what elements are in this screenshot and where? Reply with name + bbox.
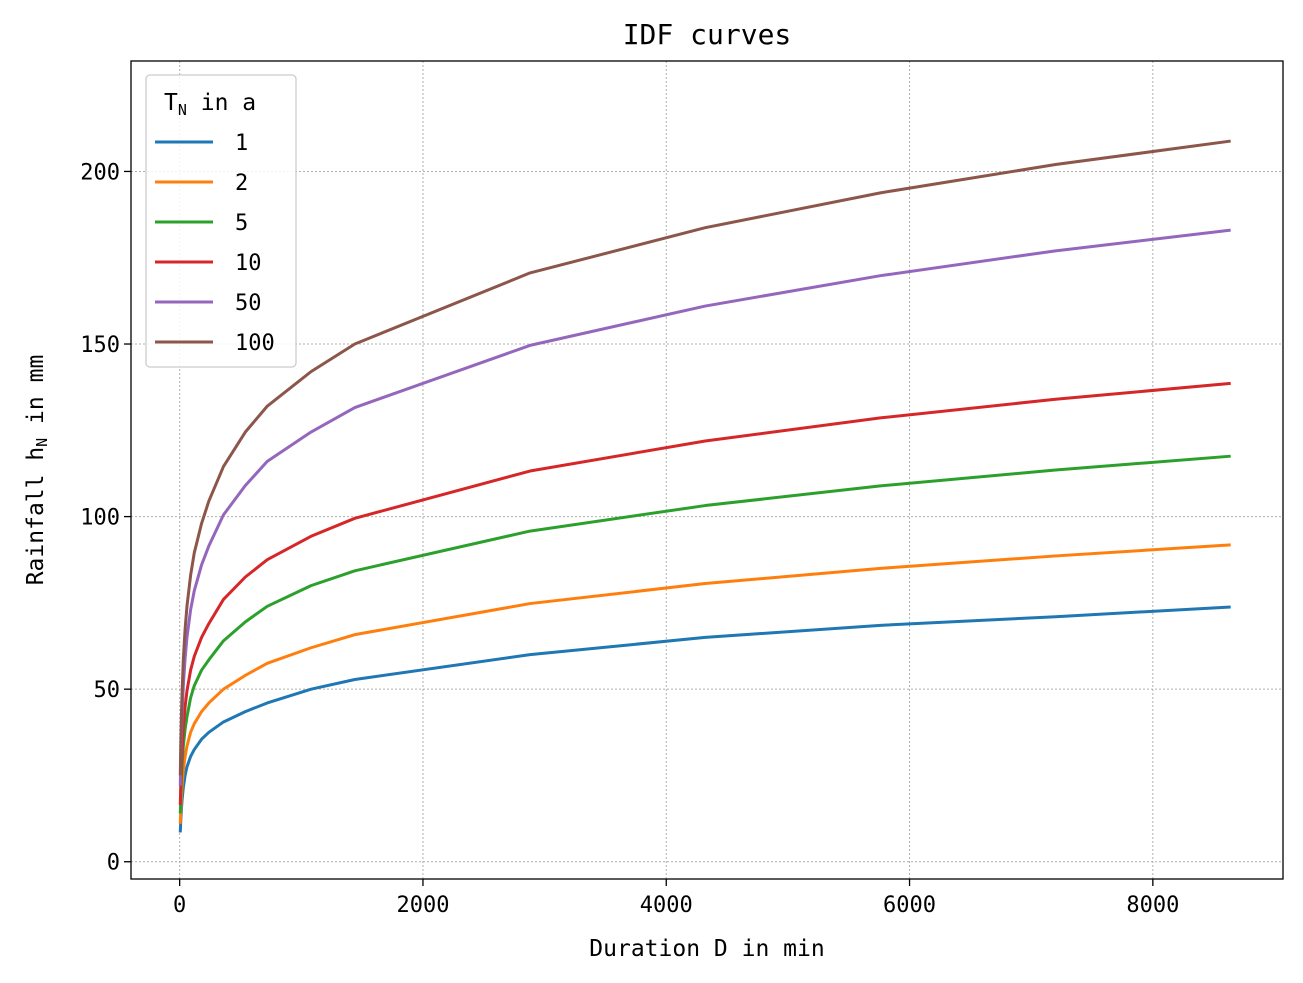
- legend-label-1: 1: [235, 131, 248, 156]
- legend-items: 1 2 5 10 50 100: [155, 131, 275, 356]
- legend: TN in a 1 2 5 10 50 100: [145, 74, 297, 368]
- y-axis-label-main: Rainfall h: [23, 447, 49, 585]
- chart-title: IDF curves: [623, 18, 792, 51]
- x-axis-label: Duration D in min: [589, 936, 824, 962]
- legend-title: TN in a: [164, 90, 256, 119]
- x-tick-label: 6000: [883, 893, 936, 918]
- legend-label-2: 2: [235, 171, 248, 196]
- axis-ticks: 0 2000 4000 6000 8000 0 50 100 150 200: [80, 160, 1179, 918]
- legend-title-rest: in a: [187, 90, 256, 116]
- y-tick-label: 200: [80, 160, 120, 185]
- legend-box: [145, 74, 297, 368]
- legend-label-10: 10: [235, 251, 262, 276]
- x-tick-label: 2000: [396, 893, 449, 918]
- legend-title-sub: N: [178, 101, 187, 119]
- series-line-100: [178, 139, 1231, 776]
- y-tick-label: 150: [80, 333, 120, 358]
- y-tick-label: 0: [107, 851, 120, 876]
- y-axis-label-sub: N: [33, 438, 51, 447]
- legend-label-5: 5: [235, 211, 248, 236]
- series-lines: [178, 139, 1231, 833]
- grid: [131, 61, 1283, 879]
- y-tick-label: 100: [80, 506, 120, 531]
- y-tick-label: 50: [94, 678, 121, 703]
- legend-label-100: 100: [235, 331, 275, 356]
- y-axis-label-unit: in mm: [23, 355, 49, 438]
- x-tick-label: 4000: [640, 893, 693, 918]
- y-axis-label: Rainfall hN in mm: [23, 355, 51, 586]
- legend-label-50: 50: [235, 291, 262, 316]
- x-tick-label: 8000: [1126, 893, 1179, 918]
- legend-title-main: T: [164, 90, 178, 116]
- plot-frame: [130, 60, 1284, 880]
- x-tick-label: 0: [173, 893, 186, 918]
